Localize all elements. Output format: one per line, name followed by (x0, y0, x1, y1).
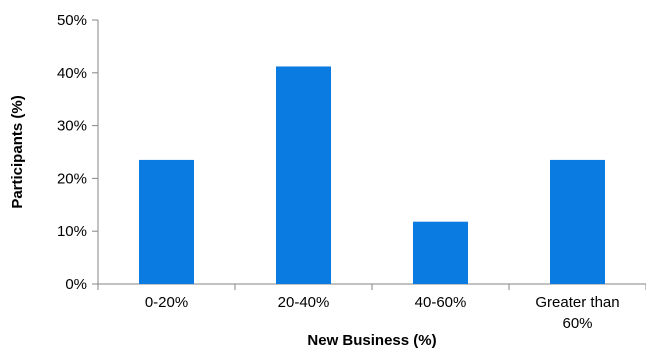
x-axis: 0-20% 20-40% 40-60% Greater than 60% (97, 283, 646, 332)
y-tick-label: 30% (57, 118, 87, 135)
y-tick-label: 10% (57, 223, 87, 240)
y-tick-label: 0% (65, 276, 87, 293)
y-tick-label: 40% (57, 65, 87, 82)
y-axis: 0% 10% 20% 30% 40% 50% (57, 12, 99, 293)
bar-20-40 (276, 66, 331, 285)
x-tick-label: 40-60% (415, 294, 467, 311)
bar-0-20 (139, 159, 194, 284)
y-tick-label: 20% (57, 170, 87, 187)
x-tick-label: Greater than 60% (535, 294, 619, 332)
y-tick-label: 50% (57, 12, 87, 29)
x-tick-label: 0-20% (145, 294, 188, 311)
bar-greater-than-60 (550, 159, 605, 284)
bar-40-60 (413, 221, 468, 284)
bars (139, 66, 605, 285)
x-axis-title: New Business (%) (307, 332, 436, 349)
y-axis-title: Participants (%) (9, 95, 26, 208)
x-tick-label: 20-40% (278, 294, 330, 311)
